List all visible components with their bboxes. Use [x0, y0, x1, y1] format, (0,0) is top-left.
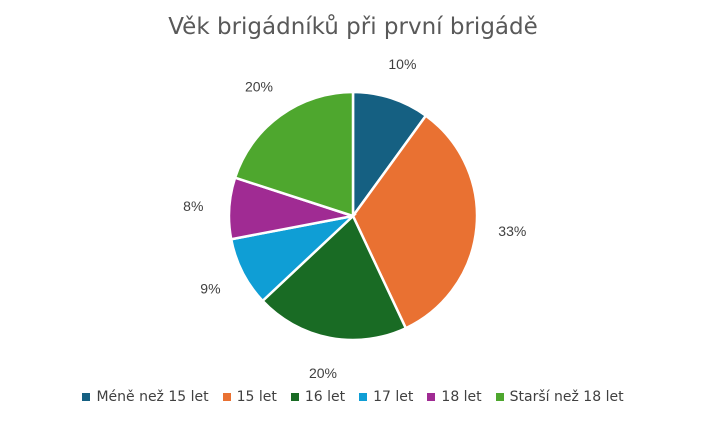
data-label-1: 10%	[388, 56, 416, 72]
data-label-5: 8%	[183, 198, 203, 214]
legend-label: 15 let	[236, 389, 277, 405]
legend-swatch	[427, 393, 436, 401]
legend-label: Méně než 15 let	[96, 389, 209, 405]
pie-data-labels: 10% 33% 20% 9% 8% 20%	[183, 56, 526, 380]
legend-item-4: 17 let	[359, 389, 413, 405]
legend-label: 18 let	[441, 389, 482, 405]
legend-item-5: 18 let	[427, 389, 482, 405]
data-label-4: 9%	[200, 281, 220, 297]
legend-swatch	[359, 393, 368, 401]
legend-swatch	[82, 393, 91, 401]
legend-item-6: Starší než 18 let	[495, 389, 624, 405]
chart-legend: Méně než 15 let 15 let 16 let 17 let 18 let S…	[0, 389, 706, 405]
legend-item-1: Méně než 15 let	[82, 389, 209, 405]
pie-slice-6	[233, 90, 355, 218]
chart-title: Věk brigádníků při první brigádě	[168, 14, 538, 40]
pie-chart: 10% 33% 20% 9% 8% 20%	[183, 56, 526, 380]
pie-slice-1	[351, 90, 428, 220]
legend-item-2: 15 let	[222, 389, 277, 405]
data-label-2: 33%	[498, 223, 526, 239]
legend-item-3: 16 let	[290, 389, 346, 405]
legend-label: 16 let	[304, 389, 346, 405]
legend-swatch	[495, 393, 504, 401]
pie-slice-2	[351, 113, 479, 330]
data-label-6: 20%	[245, 79, 273, 95]
legend-swatch	[290, 393, 299, 401]
legend-label: 17 let	[373, 389, 414, 405]
pie-slices	[227, 90, 479, 342]
data-label-3: 20%	[309, 365, 337, 380]
legend-label: Starší než 18 let	[509, 389, 624, 405]
pie-slice-3	[260, 213, 408, 342]
legend-swatch	[222, 393, 231, 401]
